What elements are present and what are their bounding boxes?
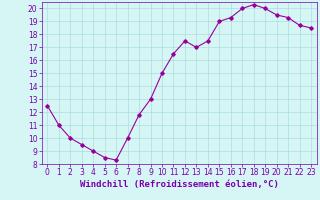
X-axis label: Windchill (Refroidissement éolien,°C): Windchill (Refroidissement éolien,°C) <box>80 180 279 189</box>
